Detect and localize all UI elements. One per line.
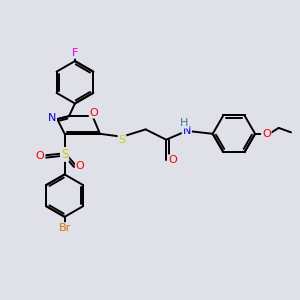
Text: O: O [36,152,44,161]
Text: N: N [183,126,191,136]
Text: N: N [48,112,56,123]
Text: O: O [262,129,271,139]
Text: H: H [180,118,189,128]
Text: F: F [72,48,78,58]
Text: O: O [76,161,85,171]
Text: S: S [118,135,126,145]
Text: S: S [61,148,68,161]
Text: O: O [168,155,177,165]
Text: Br: Br [58,223,71,233]
Text: O: O [90,108,98,118]
